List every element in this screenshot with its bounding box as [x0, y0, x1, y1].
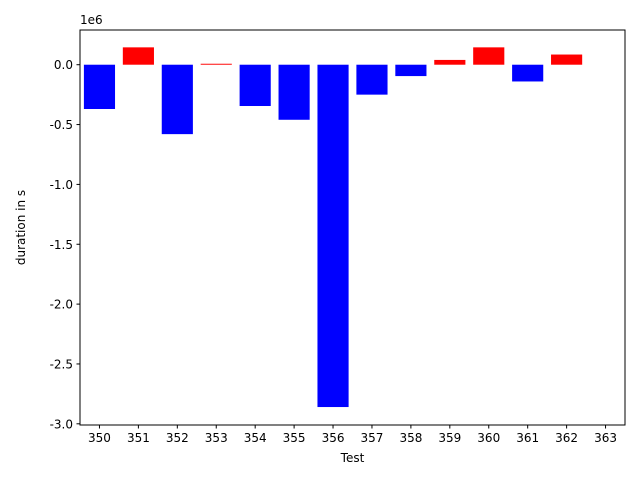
x-tick-label: 361: [516, 431, 539, 445]
plot-frame: [79, 29, 626, 426]
y-tick-label: -0.5: [50, 118, 73, 132]
x-tick-label: 351: [127, 431, 150, 445]
y-tick-label: -2.0: [50, 298, 73, 312]
bar-360: [473, 47, 505, 65]
x-tick-label: 352: [166, 431, 189, 445]
y-axis-label: duration in s: [14, 190, 28, 265]
bar-362: [551, 54, 583, 65]
x-tick-label: 356: [322, 431, 345, 445]
x-tick-label: 355: [283, 431, 306, 445]
bar-356: [317, 64, 349, 408]
x-tick-label: 363: [594, 431, 617, 445]
bar-358: [395, 64, 427, 77]
bar-359: [434, 59, 466, 65]
x-tick-label: 360: [477, 431, 500, 445]
y-tick-label: -2.5: [50, 357, 73, 371]
x-tick-label: 362: [555, 431, 578, 445]
bar-357: [356, 64, 388, 95]
bars-group: [83, 47, 583, 408]
x-tick-label: 359: [438, 431, 461, 445]
x-tick-label: 354: [244, 431, 267, 445]
y-tick-label: 0.0: [54, 58, 73, 72]
bar-351: [122, 47, 154, 65]
x-axis-label: Test: [340, 451, 365, 465]
x-tick-label: 353: [205, 431, 228, 445]
y-tick-label: -1.5: [50, 238, 73, 252]
x-tick-label: 357: [361, 431, 384, 445]
x-tick-label: 358: [399, 431, 422, 445]
y-axis: 0.0 -0.5 -1.0 -1.5 -2.0 -2.5 -3.0: [50, 58, 80, 431]
bar-361: [512, 64, 544, 82]
y-axis-offset-label: 1e6: [80, 13, 103, 27]
x-axis: 350 351 352 353 354 355 356 357 358 359 360 361 362 3…: [88, 425, 617, 445]
x-tick-label: 350: [88, 431, 111, 445]
bar-355: [278, 64, 310, 120]
bar-354: [239, 64, 271, 107]
bar-353: [200, 63, 232, 65]
y-tick-label: -3.0: [50, 417, 73, 431]
bar-350: [83, 64, 116, 109]
bar-352: [161, 64, 193, 135]
y-tick-label: -1.0: [50, 178, 73, 192]
